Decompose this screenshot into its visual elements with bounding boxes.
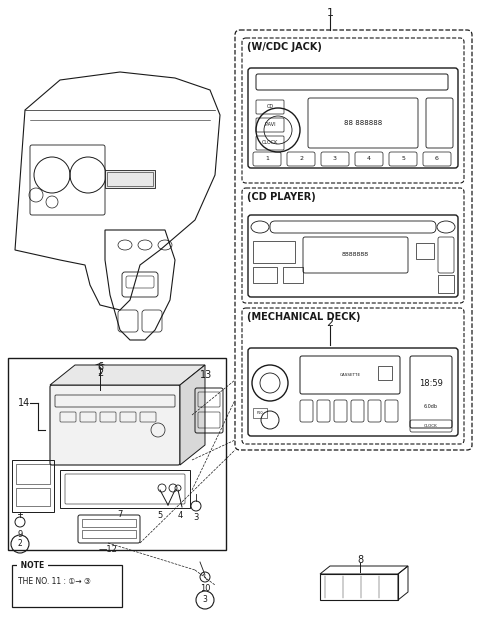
Bar [320, 574, 398, 600]
Text: 8888888: 8888888 [341, 253, 369, 257]
Text: CLOCK: CLOCK [262, 140, 278, 145]
Text: 13: 13 [200, 370, 212, 380]
Text: (CD PLAYER): (CD PLAYER) [247, 192, 316, 202]
Text: 4: 4 [178, 511, 182, 520]
Text: —12: —12 [98, 545, 118, 554]
Text: 2: 2 [97, 368, 103, 378]
Bar [438, 275, 454, 293]
Bar [8, 358, 226, 550]
Text: 3: 3 [193, 513, 199, 522]
Bar [82, 519, 136, 527]
Text: 1: 1 [265, 157, 269, 162]
Text: 9: 9 [17, 530, 23, 539]
Bar [283, 267, 303, 283]
Text: 6: 6 [97, 362, 103, 372]
Bar [16, 464, 50, 484]
Text: 10: 10 [200, 584, 210, 593]
Text: 3: 3 [333, 157, 337, 162]
FancyBboxPatch shape [50, 385, 180, 465]
Text: 5: 5 [157, 511, 163, 520]
Bar [253, 267, 277, 283]
Text: 2: 2 [18, 540, 23, 549]
Text: 3: 3 [203, 595, 207, 604]
Text: (W/CDC JACK): (W/CDC JACK) [247, 42, 322, 52]
Text: 1: 1 [97, 367, 102, 377]
Bar [253, 408, 267, 418]
Text: 5: 5 [401, 157, 405, 162]
Text: (MECHANICAL DECK): (MECHANICAL DECK) [247, 312, 360, 322]
Bar [105, 170, 155, 188]
Text: 8: 8 [357, 555, 363, 565]
Text: 14: 14 [18, 398, 30, 408]
Text: 18:59: 18:59 [419, 379, 443, 387]
Text: THE NO. 11 : ①→ ③: THE NO. 11 : ①→ ③ [18, 577, 91, 586]
Text: NOTE: NOTE [18, 561, 47, 569]
Text: 7: 7 [117, 510, 123, 519]
Text: 2: 2 [326, 318, 334, 328]
Bar [253, 241, 295, 263]
Text: 4: 4 [367, 157, 371, 162]
Bar [60, 470, 190, 508]
Text: 2: 2 [299, 157, 303, 162]
Text: 6.0db: 6.0db [424, 403, 438, 408]
Text: 88 888888: 88 888888 [344, 120, 382, 126]
Bar [16, 488, 50, 506]
Text: P10: P10 [257, 411, 264, 415]
Bar [107, 172, 153, 186]
Bar [416, 243, 434, 259]
Bar [82, 530, 136, 538]
Bar [378, 366, 392, 380]
Text: 6: 6 [435, 157, 439, 162]
Text: 1: 1 [326, 8, 334, 18]
Text: CD: CD [266, 104, 274, 109]
Text: CASSETTE: CASSETTE [339, 373, 360, 377]
Text: P.AVI: P.AVI [264, 123, 276, 128]
Bar [12, 565, 122, 607]
Text: CLOCK: CLOCK [424, 424, 438, 428]
Polygon shape [180, 365, 205, 465]
Bar [12, 460, 54, 512]
Polygon shape [50, 365, 205, 385]
